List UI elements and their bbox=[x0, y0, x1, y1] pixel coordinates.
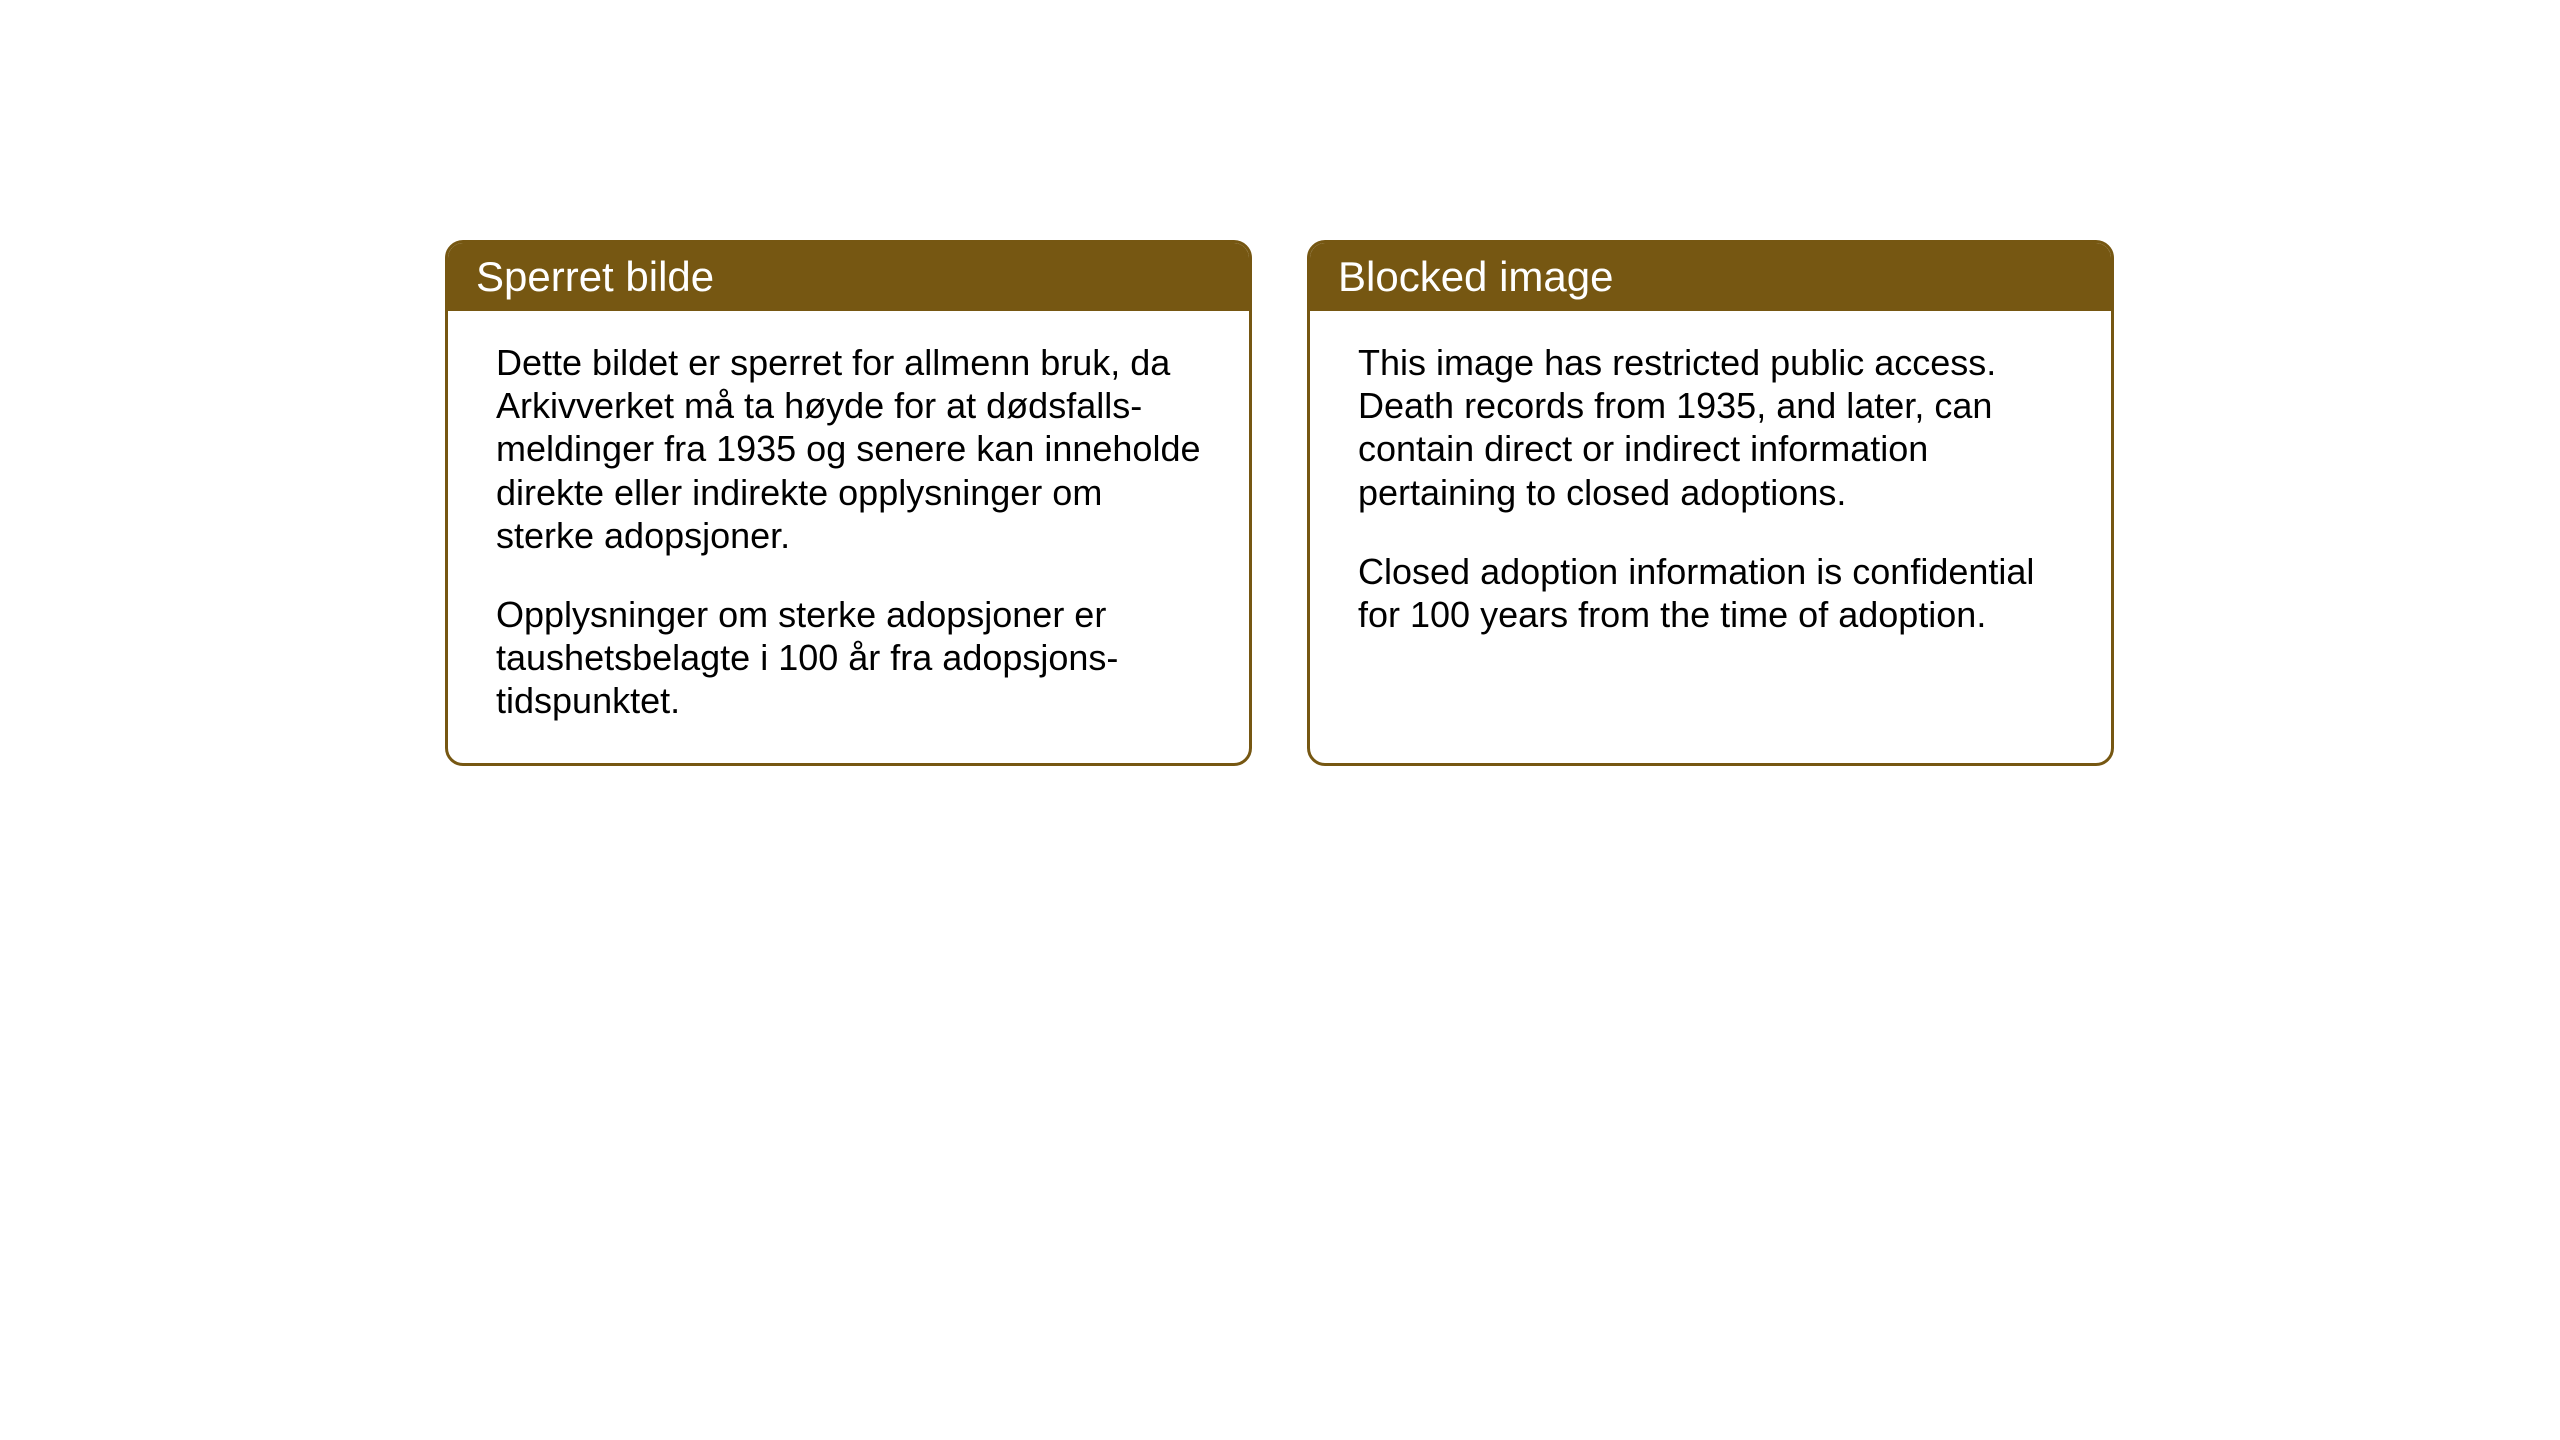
notice-container: Sperret bilde Dette bildet er sperret fo… bbox=[445, 240, 2114, 766]
norwegian-paragraph-1: Dette bildet er sperret for allmenn bruk… bbox=[496, 341, 1201, 557]
english-paragraph-2: Closed adoption information is confident… bbox=[1358, 550, 2063, 636]
english-title: Blocked image bbox=[1338, 253, 1613, 300]
english-card-header: Blocked image bbox=[1310, 243, 2111, 311]
norwegian-card-body: Dette bildet er sperret for allmenn bruk… bbox=[448, 311, 1249, 763]
norwegian-title: Sperret bilde bbox=[476, 253, 714, 300]
english-paragraph-1: This image has restricted public access.… bbox=[1358, 341, 2063, 514]
norwegian-paragraph-2: Opplysninger om sterke adopsjoner er tau… bbox=[496, 593, 1201, 723]
norwegian-notice-card: Sperret bilde Dette bildet er sperret fo… bbox=[445, 240, 1252, 766]
norwegian-card-header: Sperret bilde bbox=[448, 243, 1249, 311]
english-notice-card: Blocked image This image has restricted … bbox=[1307, 240, 2114, 766]
english-card-body: This image has restricted public access.… bbox=[1310, 311, 2111, 731]
